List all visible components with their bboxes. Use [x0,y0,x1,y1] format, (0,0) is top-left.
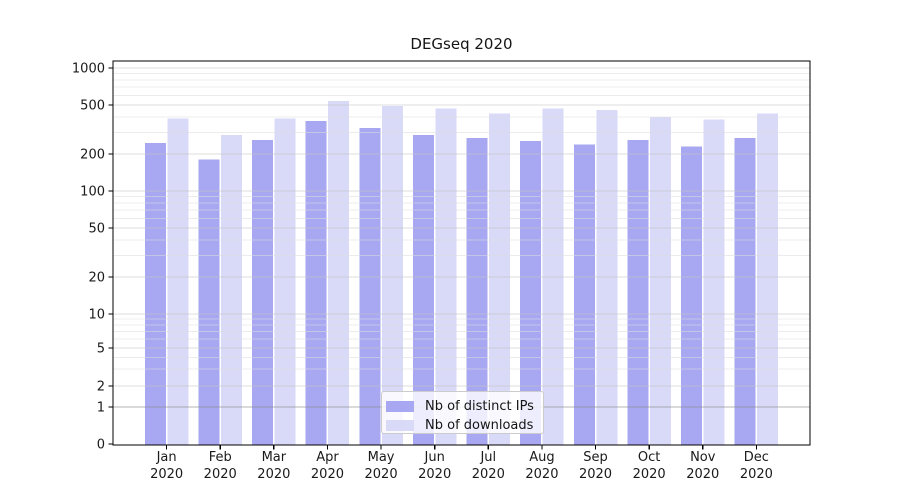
x-tick-sublabel-jan: 2020 [150,467,183,482]
bar-downloads-mar [274,118,296,445]
x-tick-sublabel-oct: 2020 [633,467,666,482]
y-tick-label-5: 5 [97,342,105,357]
bar-distinct-ips-oct [627,139,649,446]
x-tick-label-dec: Dec [744,450,769,465]
bar-distinct-ips-nov [681,146,703,446]
legend-item-distinct-ips: Nb of distinct IPs [386,397,543,416]
x-tick-sublabel-apr: 2020 [311,467,344,482]
x-tick-sublabel-jul: 2020 [472,467,505,482]
x-tick-sublabel-dec: 2020 [740,467,773,482]
x-tick-sublabel-aug: 2020 [525,467,558,482]
x-tick-label-jun: Jun [424,450,445,465]
axes-spines [112,60,811,446]
bar-downloads-feb [220,135,242,446]
bar-distinct-ips-dec [734,137,756,445]
legend-item-downloads: Nb of downloads [386,416,543,435]
y-tick-label-200: 200 [80,148,105,163]
x-tick-label-jul: Jul [479,450,496,465]
chart-title: DEGseq 2020 [410,35,513,53]
bar-distinct-ips-mar [252,139,274,446]
x-tick-label-feb: Feb [209,450,232,465]
x-tick-sublabel-nov: 2020 [686,467,719,482]
y-tick-label-1: 1 [97,401,105,416]
legend-label-downloads: Nb of downloads [425,418,534,433]
bar-distinct-ips-jan [144,143,166,445]
y-tick-label-10: 10 [88,308,105,323]
x-tick-label-mar: Mar [262,450,287,465]
y-tick-label-500: 500 [80,99,105,114]
legend-label-distinct-ips: Nb of distinct IPs [425,399,534,414]
bar-downloads-oct [649,116,671,446]
x-tick-sublabel-jun: 2020 [418,467,451,482]
x-tick-label-may: May [368,450,395,465]
x-tick-sublabel-may: 2020 [365,467,398,482]
x-tick-label-apr: Apr [316,450,339,465]
x-tick-label-sep: Sep [583,450,608,465]
x-tick-label-aug: Aug [529,450,554,465]
legend: Nb of distinct IPs Nb of downloads [381,391,544,434]
bar-downloads-apr [328,100,350,445]
x-tick-label-jan: Jan [156,450,177,465]
x-tick-sublabel-feb: 2020 [204,467,237,482]
y-tick-label-0: 0 [97,438,105,453]
bar-downloads-sep [596,110,618,446]
y-tick-label-2: 2 [97,380,105,395]
x-tick-label-nov: Nov [690,450,716,465]
bar-distinct-ips-feb [198,159,220,445]
bar-distinct-ips-jul [466,137,488,445]
x-tick-sublabel-mar: 2020 [257,467,290,482]
legend-swatch-distinct-ips [386,401,414,412]
bar-distinct-ips-sep [573,144,595,445]
x-tick-label-oct: Oct [638,450,660,465]
y-tick-label-50: 50 [88,222,105,237]
bar-downloads-jan [167,118,189,445]
bar-distinct-ips-jun [412,135,434,446]
bar-distinct-ips-may [359,128,381,446]
x-tick-sublabel-sep: 2020 [579,467,612,482]
y-tick-label-1000: 1000 [72,62,105,77]
bar-downloads-dec [757,113,779,445]
bar-distinct-ips-apr [305,121,327,445]
bar-downloads-nov [703,119,725,446]
y-tick-label-20: 20 [88,271,105,286]
legend-swatch-downloads [386,420,414,431]
y-tick-label-100: 100 [80,185,105,200]
